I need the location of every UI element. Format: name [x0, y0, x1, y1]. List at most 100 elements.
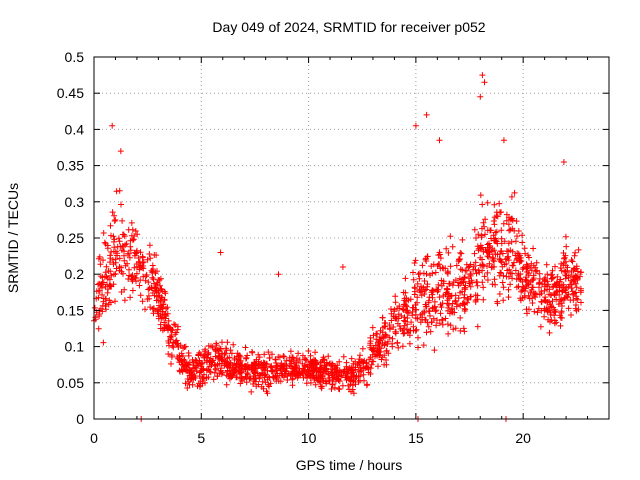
data-point: [263, 388, 270, 395]
data-point: [546, 329, 553, 336]
data-point: [450, 279, 457, 285]
data-point: [542, 294, 549, 301]
data-point: [431, 298, 438, 305]
data-point: [155, 276, 162, 283]
data-point: [551, 292, 558, 299]
data-point: [484, 277, 491, 283]
data-point: [484, 263, 490, 269]
data-point: [552, 263, 558, 270]
data-point: [224, 359, 231, 366]
data-point: [484, 269, 491, 276]
data-point: [423, 286, 430, 293]
data-point: [289, 354, 296, 361]
data-point: [146, 295, 153, 302]
data-point: [523, 277, 530, 284]
data-point: [563, 243, 570, 250]
data-point: [427, 328, 434, 335]
data-point: [260, 359, 267, 366]
data-point: [467, 283, 474, 290]
data-point: [515, 272, 522, 279]
data-point: [377, 352, 383, 358]
data-point: [121, 286, 128, 293]
data-point: [273, 378, 280, 385]
data-point: [275, 271, 282, 278]
data-point: [212, 353, 219, 360]
data-point: [408, 319, 415, 326]
data-point: [127, 294, 134, 301]
data-point: [169, 342, 176, 349]
data-point: [325, 353, 332, 360]
data-point: [273, 360, 279, 366]
data-point: [367, 344, 374, 351]
data-point: [263, 360, 270, 367]
data-point: [172, 331, 179, 338]
data-point: [516, 259, 523, 266]
data-point: [328, 386, 335, 392]
data-point: [344, 373, 351, 380]
data-point: [496, 291, 503, 297]
data-point: [157, 275, 164, 282]
data-point: [133, 270, 140, 277]
data-point: [415, 344, 421, 351]
y-tick-label: 0.5: [65, 49, 85, 65]
data-point: [381, 342, 388, 349]
data-point: [352, 364, 359, 371]
data-point: [488, 264, 495, 271]
data-point: [97, 282, 104, 289]
data-point: [409, 312, 416, 319]
data-point: [428, 263, 435, 270]
data-point: [493, 209, 500, 216]
data-point: [577, 269, 584, 276]
data-point: [374, 347, 380, 354]
data-point: [121, 257, 128, 264]
data-point: [111, 236, 118, 243]
data-point: [157, 282, 163, 289]
data-point: [195, 352, 202, 359]
y-axis-title: SRMTID / TECUs: [5, 183, 21, 293]
data-point: [460, 278, 467, 285]
data-point: [494, 300, 501, 307]
data-point: [447, 322, 454, 329]
data-point: [157, 321, 164, 328]
data-point: [165, 327, 171, 334]
data-point: [133, 278, 139, 285]
data-point: [112, 259, 119, 266]
data-point: [561, 260, 567, 266]
data-point: [237, 359, 244, 365]
data-point: [469, 279, 476, 286]
data-point: [401, 317, 407, 324]
data-point: [356, 356, 363, 363]
data-point: [116, 187, 123, 194]
data-point: [175, 355, 182, 362]
data-point: [453, 262, 460, 269]
data-point: [433, 322, 440, 329]
data-point: [557, 322, 564, 329]
data-point: [328, 372, 335, 379]
data-point: [219, 339, 225, 346]
data-point: [498, 259, 505, 266]
data-point: [261, 366, 267, 373]
data-point: [181, 357, 188, 363]
data-point: [512, 267, 519, 274]
data-point: [474, 292, 481, 299]
data-point: [312, 349, 319, 356]
data-point: [120, 231, 127, 238]
data-point: [498, 270, 505, 277]
data-point: [503, 211, 510, 218]
data-point: [449, 300, 456, 307]
data-point: [496, 200, 503, 207]
data-point: [526, 295, 533, 302]
data-point: [482, 231, 488, 238]
data-point: [217, 367, 224, 374]
data-point: [350, 360, 357, 367]
data-point: [140, 273, 147, 280]
data-point: [457, 249, 464, 256]
data-point: [392, 328, 399, 335]
data-point: [372, 342, 379, 349]
data-point: [407, 296, 414, 303]
data-point: [506, 270, 512, 276]
data-point: [217, 249, 224, 256]
data-point: [131, 233, 138, 239]
data-point: [524, 310, 530, 317]
